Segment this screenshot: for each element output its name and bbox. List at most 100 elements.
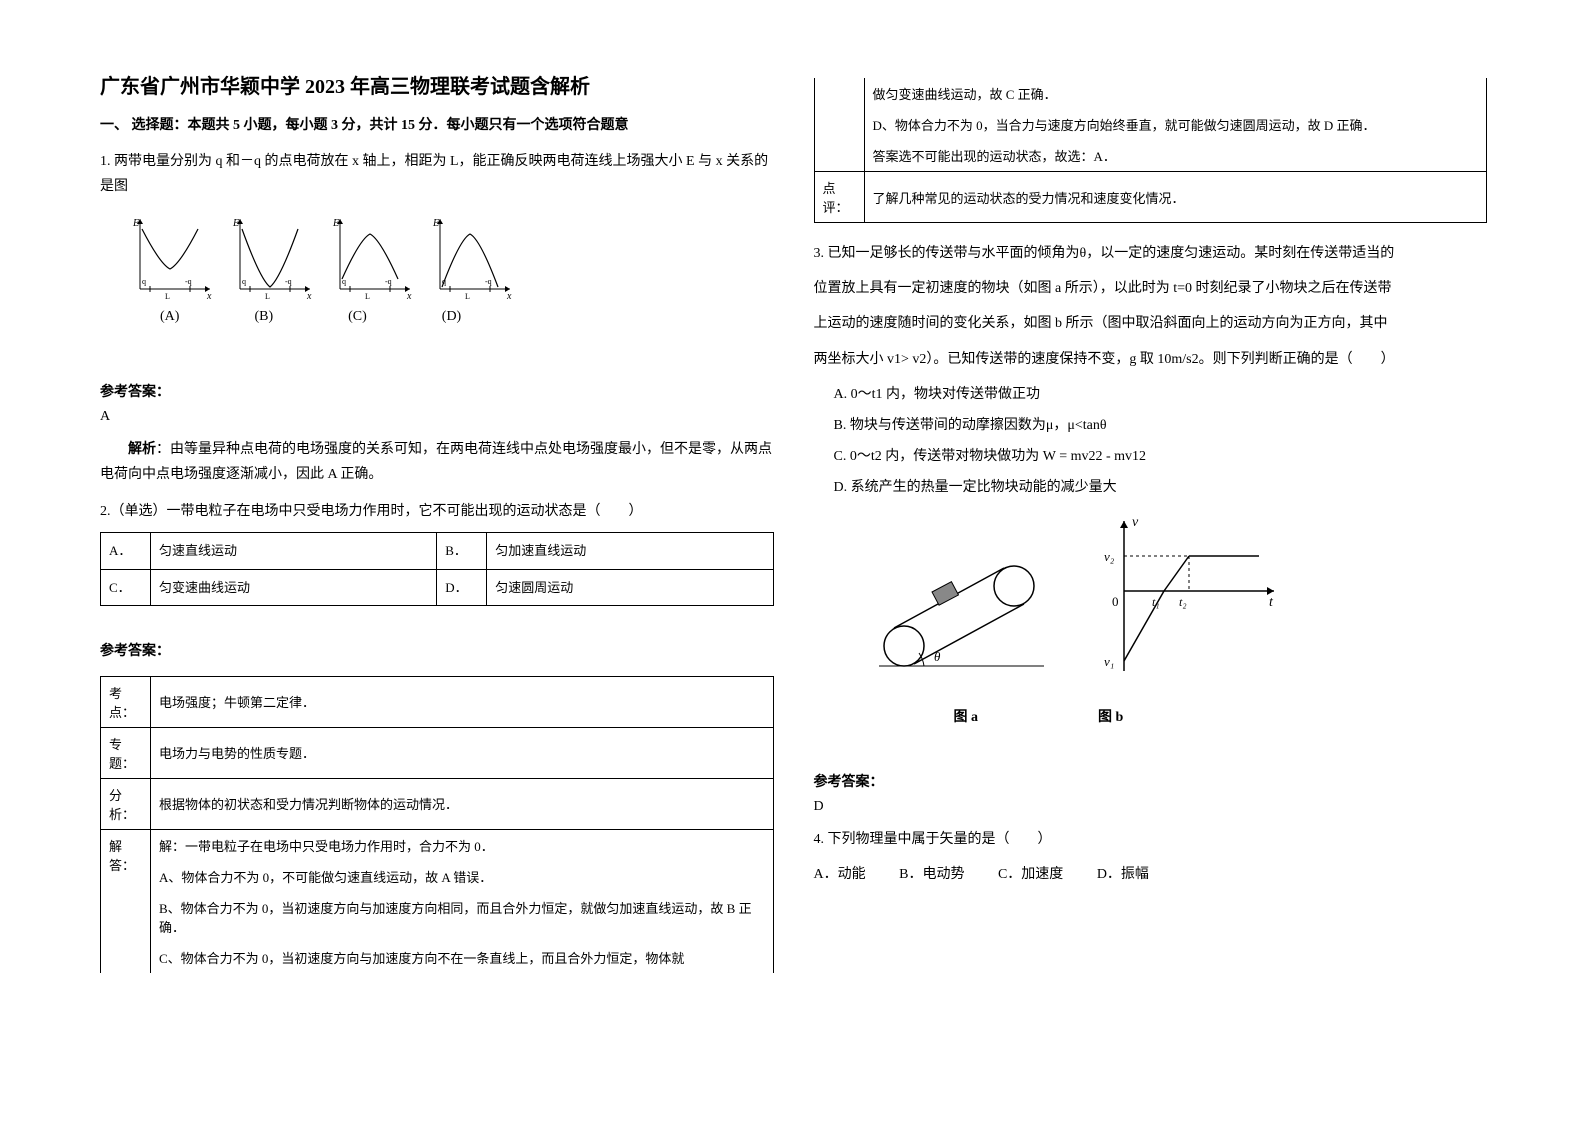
chart-label-c: (C) — [348, 304, 367, 329]
svg-text:x: x — [506, 291, 512, 299]
row-zhuanti-label: 专题： — [101, 727, 151, 778]
chart-label-d: (D) — [442, 304, 461, 329]
svg-text:E: E — [132, 218, 139, 229]
q1-answer-label: 参考答案： — [100, 381, 774, 401]
v-axis-label: v — [1132, 515, 1139, 530]
q2-opt-a-text: 匀速直线运动 — [151, 533, 437, 569]
q2-opt-d-text: 匀速圆周运动 — [487, 569, 773, 605]
row-zhuanti-text: 电场力与电势的性质专题． — [151, 727, 774, 778]
svg-text:-q: -q — [485, 277, 492, 286]
chart-d: E x q -q L — [430, 214, 515, 299]
row-kaodian-label: 考点： — [101, 676, 151, 727]
svg-text:E: E — [332, 218, 339, 229]
question-3: 3. 已知一足够长的传送带与水平面的倾角为θ，以一定的速度匀速运动。某时刻在传送… — [814, 241, 1488, 745]
v2-label: v₂ — [1104, 549, 1115, 564]
t2-label: t₂ — [1179, 595, 1187, 609]
svg-text:q: q — [442, 277, 446, 286]
row-jieda-label: 解答： — [101, 829, 151, 973]
q4-opt-c: C．加速度 — [998, 867, 1063, 882]
v1-label: v₁ — [1104, 654, 1114, 669]
t-axis-label: t — [1269, 595, 1274, 610]
svg-text:x: x — [306, 291, 312, 299]
q3-answer-label: 参考答案： — [814, 771, 1488, 791]
row-dianping-text: 了解几种常见的运动状态的受力情况和速度变化情况． — [864, 172, 1487, 223]
chart-label-a: (A) — [160, 304, 179, 329]
right-column: 做匀变速曲线运动，故 C 正确． D、物体合力不为 0，当合力与速度方向始终垂直… — [814, 70, 1488, 1052]
theta-label: θ — [934, 649, 941, 664]
row-jieda-text: 解：一带电粒子在电场中只受电场力作用时，合力不为 0． A、物体合力不为 0，不… — [151, 829, 774, 973]
fig-b-label: 图 b — [1098, 705, 1123, 730]
svg-text:q: q — [142, 277, 146, 286]
row-jieda-text-cont: 做匀变速曲线运动，故 C 正确． D、物体合力不为 0，当合力与速度方向始终垂直… — [864, 78, 1487, 172]
q3-opt-c: C. 0～t2 内，传送带对物块做功为 W = mv22 - mv12 — [834, 444, 1488, 469]
left-column: 广东省广州市华颖中学 2023 年高三物理联考试题含解析 一、 选择题：本题共 … — [100, 70, 774, 1052]
svg-text:x: x — [406, 291, 412, 299]
svg-text:-q: -q — [385, 277, 392, 286]
question-1: 1. 两带电量分别为 q 和－q 的点电荷放在 x 轴上，相距为 L，能正确反映… — [100, 149, 774, 355]
page-title: 广东省广州市华颖中学 2023 年高三物理联考试题含解析 — [100, 70, 774, 99]
chart-b: E x q -q L — [230, 214, 315, 299]
q2-options-table: A． 匀速直线运动 B． 匀加速直线运动 C． 匀变速曲线运动 D． 匀速圆周运… — [100, 532, 774, 606]
jieda-line6: D、物体合力不为 0，当合力与速度方向始终垂直，就可能做匀速圆周运动，故 D 正… — [873, 115, 1479, 134]
q1-answer: A — [100, 409, 774, 425]
jieda-line7: 答案选不可能出现的运动状态，故选：A． — [873, 146, 1479, 165]
section-label: 一、 选择题：本题共 5 小题，每小题 3 分，共计 15 分．每小题只有一个选… — [100, 114, 774, 134]
svg-text:E: E — [232, 218, 239, 229]
q2-opt-d-label: D． — [437, 569, 487, 605]
chart-label-b: (B) — [254, 304, 273, 329]
jieda-line3: B、物体合力不为 0，当初速度方向与加速度方向相同，而且合外力恒定，就做匀加速直… — [159, 898, 765, 936]
q2-text: 2.（单选）一带电粒子在电场中只受电场力作用时，它不可能出现的运动状态是（ ） — [100, 499, 774, 524]
q3-svg: θ v t 0 v₂ v₁ — [864, 511, 1284, 691]
q2-answer-label: 参考答案： — [100, 640, 774, 660]
q2-opt-a-label: A． — [101, 533, 151, 569]
svg-text:L: L — [165, 292, 170, 299]
q3-opt-b: B. 物块与传送带间的动摩擦因数为μ，μ<tanθ — [834, 413, 1488, 438]
jieda-line1: 解：一带电粒子在电场中只受电场力作用时，合力不为 0． — [159, 836, 765, 855]
q3-line4: 两坐标大小 v1> v2）。已知传送带的速度保持不变，g 取 10m/s2。则下… — [814, 347, 1488, 372]
q3-line1: 3. 已知一足够长的传送带与水平面的倾角为θ，以一定的速度匀速运动。某时刻在传送… — [814, 241, 1488, 266]
row-fenxi-label: 分析： — [101, 778, 151, 829]
figure-a: θ — [879, 566, 1044, 666]
q4-opt-b: B．电动势 — [899, 867, 964, 882]
chart-a: E x q -q L — [130, 214, 215, 299]
q3-line3: 上运动的速度随时间的变化关系，如图 b 所示（图中取沿斜面向上的运动方向为正方向… — [814, 311, 1488, 336]
question-2: 2.（单选）一带电粒子在电场中只受电场力作用时，它不可能出现的运动状态是（ ） … — [100, 499, 774, 614]
jieda-line2: A、物体合力不为 0，不可能做匀速直线运动，故 A 错误． — [159, 867, 765, 886]
q1-figures: E x q -q L E x q -q L — [130, 214, 774, 299]
figure-b: v t 0 v₂ v₁ t₁ t₂ — [1104, 515, 1274, 671]
svg-text:q: q — [242, 277, 246, 286]
chart-c: E x q -q L — [330, 214, 415, 299]
diagram-labels-row: 图 a 图 b — [954, 705, 1488, 730]
svg-text:q: q — [342, 277, 346, 286]
svg-text:-q: -q — [285, 277, 292, 286]
chart-labels: (A) (B) (C) (D) — [160, 304, 774, 329]
row-dianping-label: 点评： — [814, 172, 864, 223]
svg-text:x: x — [206, 291, 212, 299]
q2-analysis-table-continued: 做匀变速曲线运动，故 C 正确． D、物体合力不为 0，当合力与速度方向始终垂直… — [814, 78, 1488, 223]
jieda-line4: C、物体合力不为 0，当初速度方向与加速度方向不在一条直线上，而且合外力恒定，物… — [159, 948, 765, 967]
svg-text:E: E — [432, 218, 439, 229]
q3-opt-d: D. 系统产生的热量一定比物块动能的减少量大 — [834, 475, 1488, 500]
zero-label: 0 — [1112, 594, 1119, 609]
jieda-line5: 做匀变速曲线运动，故 C 正确． — [873, 84, 1479, 103]
row-jieda-label-cont — [814, 78, 864, 172]
q1-text: 1. 两带电量分别为 q 和－q 的点电荷放在 x 轴上，相距为 L，能正确反映… — [100, 149, 774, 199]
q3-opt-a: A. 0～t1 内，物块对传送带做正功 — [834, 382, 1488, 407]
q3-answer: D — [814, 799, 1488, 815]
svg-text:L: L — [365, 292, 370, 299]
svg-text:-q: -q — [185, 277, 192, 286]
q3-line2: 位置放上具有一定初速度的物块（如图 a 所示），以此时为 t=0 时刻纪录了小物… — [814, 276, 1488, 301]
q2-opt-c-label: C． — [101, 569, 151, 605]
q4-opt-d: D．振幅 — [1097, 867, 1149, 882]
q1-explanation: 解析：由等量异种点电荷的电场强度的关系可知，在两电荷连线中点处电场强度最小，但不… — [100, 437, 774, 487]
fig-a-label: 图 a — [954, 705, 979, 730]
q4-options: A．动能 B．电动势 C．加速度 D．振幅 — [814, 862, 1488, 887]
q4-text: 4. 下列物理量中属于矢量的是（ ） — [814, 827, 1488, 852]
q2-analysis-table: 考点： 电场强度；牛顿第二定律． 专题： 电场力与电势的性质专题． 分析： 根据… — [100, 676, 774, 973]
svg-text:L: L — [265, 292, 270, 299]
t1-label: t₁ — [1152, 595, 1160, 609]
q2-opt-b-label: B． — [437, 533, 487, 569]
row-fenxi-text: 根据物体的初状态和受力情况判断物体的运动情况． — [151, 778, 774, 829]
q2-opt-c-text: 匀变速曲线运动 — [151, 569, 437, 605]
svg-text:L: L — [465, 292, 470, 299]
